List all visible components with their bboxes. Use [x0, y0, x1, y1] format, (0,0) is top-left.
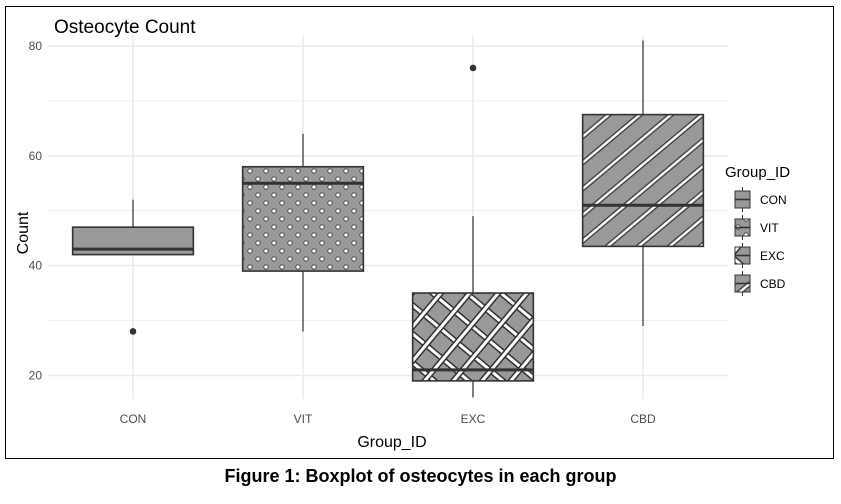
- axis-layer: 20 40 60 80 CON VIT EXC CBD: [29, 39, 656, 426]
- outlier-point: [129, 328, 137, 335]
- box-cbd: [581, 40, 705, 326]
- box-exc: [411, 64, 535, 398]
- y-tick-label: 20: [29, 368, 43, 382]
- box-vit: [241, 133, 365, 332]
- y-axis-label: Count: [15, 211, 32, 254]
- x-tick-label: VIT: [294, 412, 313, 426]
- legend-entry-vit: VIT: [734, 215, 779, 240]
- x-tick-label: CON: [120, 412, 147, 426]
- box-layer: [71, 40, 705, 398]
- iqr-box: [581, 113, 705, 248]
- legend-title: Group_ID: [725, 164, 790, 181]
- x-axis-label: Group_ID: [357, 434, 426, 451]
- y-tick-label: 80: [29, 39, 43, 53]
- legend: Group_ID CON VIT EXC CBD: [725, 164, 790, 296]
- y-tick-label: 40: [29, 259, 43, 273]
- x-tick-label: EXC: [461, 412, 486, 426]
- legend-label: EXC: [760, 249, 785, 263]
- boxplot-chart: Osteocyte Count 20 40 60 80 CON VIT EXC CBD Gro…: [15, 17, 790, 451]
- legend-label: CBD: [760, 277, 786, 291]
- legend-label: VIT: [760, 221, 779, 235]
- outlier-point: [469, 64, 477, 72]
- legend-entry-exc: EXC: [734, 243, 785, 268]
- figure-frame: Osteocyte Count 20 40 60 80 CON VIT EXC CBD Gro…: [5, 6, 834, 459]
- figure-caption: Figure 1: Boxplot of osteocytes in each …: [224, 466, 617, 486]
- iqr-box: [411, 292, 535, 382]
- box-con: [71, 199, 195, 335]
- legend-entry-cbd: CBD: [734, 271, 786, 296]
- x-tick-label: CBD: [630, 412, 656, 426]
- chart-title: Osteocyte Count: [54, 17, 196, 38]
- y-tick-label: 60: [29, 149, 43, 163]
- legend-entry-con: CON: [734, 187, 787, 212]
- legend-label: CON: [760, 193, 787, 207]
